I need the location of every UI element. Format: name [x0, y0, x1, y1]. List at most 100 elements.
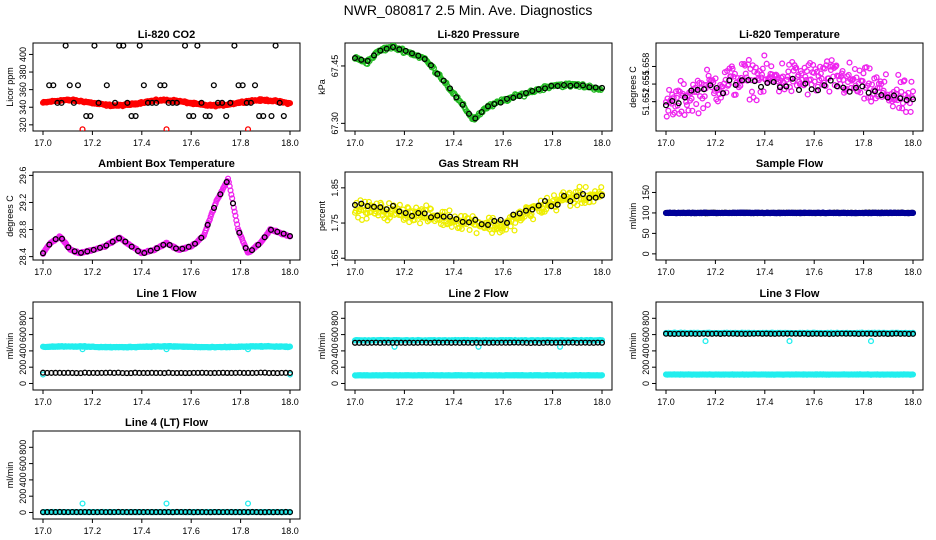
data-point — [217, 191, 224, 198]
x-tick-label: 17.4 — [133, 397, 151, 407]
data-point — [66, 82, 73, 89]
data-point — [101, 130, 105, 131]
plot-frame — [344, 171, 613, 261]
data-point — [868, 81, 876, 88]
data-point — [503, 95, 511, 102]
chart-panel: Li-820 Temperature 17.0 17.2 17.4 17.6 17.8 18… — [628, 29, 924, 148]
x-tick-label: 17.6 — [494, 138, 512, 148]
data-point — [773, 72, 780, 79]
data-point — [260, 112, 267, 120]
data-point — [820, 79, 828, 86]
data-point — [120, 43, 127, 49]
y-tick-label: 320 — [18, 117, 28, 132]
data-point — [598, 339, 606, 346]
x-tick-label: 17.2 — [707, 267, 725, 277]
data-point — [421, 55, 428, 63]
data-point — [423, 202, 430, 209]
x-tick-label: 17.8 — [544, 138, 562, 148]
data-point — [472, 216, 479, 223]
series-0 — [39, 175, 294, 257]
data-point — [788, 88, 795, 95]
data-point — [764, 79, 771, 87]
y-axis-label: percent — [317, 200, 327, 231]
data-point — [846, 88, 853, 95]
data-point — [683, 101, 690, 109]
x-tick-label: 17.8 — [855, 267, 873, 277]
data-point — [745, 77, 752, 84]
data-point — [759, 65, 766, 72]
data-point — [163, 126, 170, 131]
plot-frame — [32, 301, 301, 391]
data-point — [274, 228, 281, 235]
data-point — [741, 62, 749, 69]
series-2 — [702, 338, 875, 345]
panel-title: Line 2 Flow — [449, 288, 509, 300]
data-point — [236, 229, 243, 236]
data-point — [186, 112, 193, 120]
chart-panel: Line 4 (LT) Flow 17.0 17.2 17.4 17.6 17.8 18.0… — [5, 417, 301, 536]
data-point — [732, 81, 739, 88]
data-point — [731, 70, 738, 77]
y-tick-label: 600 — [330, 327, 340, 342]
data-point — [157, 82, 164, 89]
data-point — [465, 219, 473, 226]
data-point — [688, 95, 695, 102]
panel-title: Li-820 Pressure — [438, 29, 520, 41]
y-axis-label: ml/min — [628, 203, 638, 230]
data-point — [421, 210, 428, 217]
data-point — [821, 65, 828, 72]
y-tick-label: 800 — [641, 311, 651, 326]
y-tick-label: 200 — [18, 360, 28, 375]
x-tick-label: 18.0 — [281, 526, 299, 536]
data-point — [857, 89, 864, 96]
data-point — [497, 99, 504, 106]
data-point — [768, 63, 775, 70]
data-point — [427, 214, 435, 221]
data-point — [54, 99, 61, 106]
data-point — [906, 100, 913, 107]
data-point — [582, 183, 589, 191]
data-point — [79, 500, 86, 507]
y-tick-label: 28.4 — [18, 248, 28, 266]
data-point — [560, 189, 567, 196]
data-point — [742, 70, 749, 77]
data-point — [473, 230, 480, 237]
data-point — [789, 75, 796, 82]
data-point — [860, 70, 867, 77]
data-point — [753, 97, 760, 104]
data-point — [411, 216, 418, 224]
data-point — [52, 236, 59, 243]
data-point — [701, 93, 708, 100]
y-tick-label: 100 — [641, 205, 651, 220]
data-point — [852, 84, 860, 91]
data-point — [239, 82, 246, 89]
data-point — [789, 78, 797, 85]
data-point — [235, 82, 242, 89]
x-tick-label: 17.6 — [182, 397, 200, 407]
data-point — [459, 218, 466, 225]
data-point — [859, 83, 866, 90]
y-tick-label: 150 — [641, 185, 651, 200]
data-point — [228, 191, 235, 198]
data-point — [472, 115, 479, 122]
data-point — [757, 83, 765, 90]
data-point — [840, 76, 847, 83]
data-point — [91, 43, 98, 49]
y-tick-label: 200 — [18, 489, 28, 504]
data-point — [202, 112, 209, 120]
data-point — [522, 90, 530, 97]
data-point — [881, 78, 888, 85]
data-point — [440, 213, 447, 220]
data-point — [364, 203, 371, 210]
data-point — [598, 192, 606, 199]
data-point — [169, 99, 176, 106]
x-tick-label: 17.6 — [494, 267, 512, 277]
data-point — [149, 99, 156, 106]
data-point — [161, 82, 168, 89]
data-point — [898, 88, 905, 95]
data-point — [128, 243, 135, 250]
data-point — [58, 235, 66, 242]
data-point — [579, 191, 587, 198]
data-point — [229, 200, 237, 207]
data-point — [828, 57, 835, 64]
